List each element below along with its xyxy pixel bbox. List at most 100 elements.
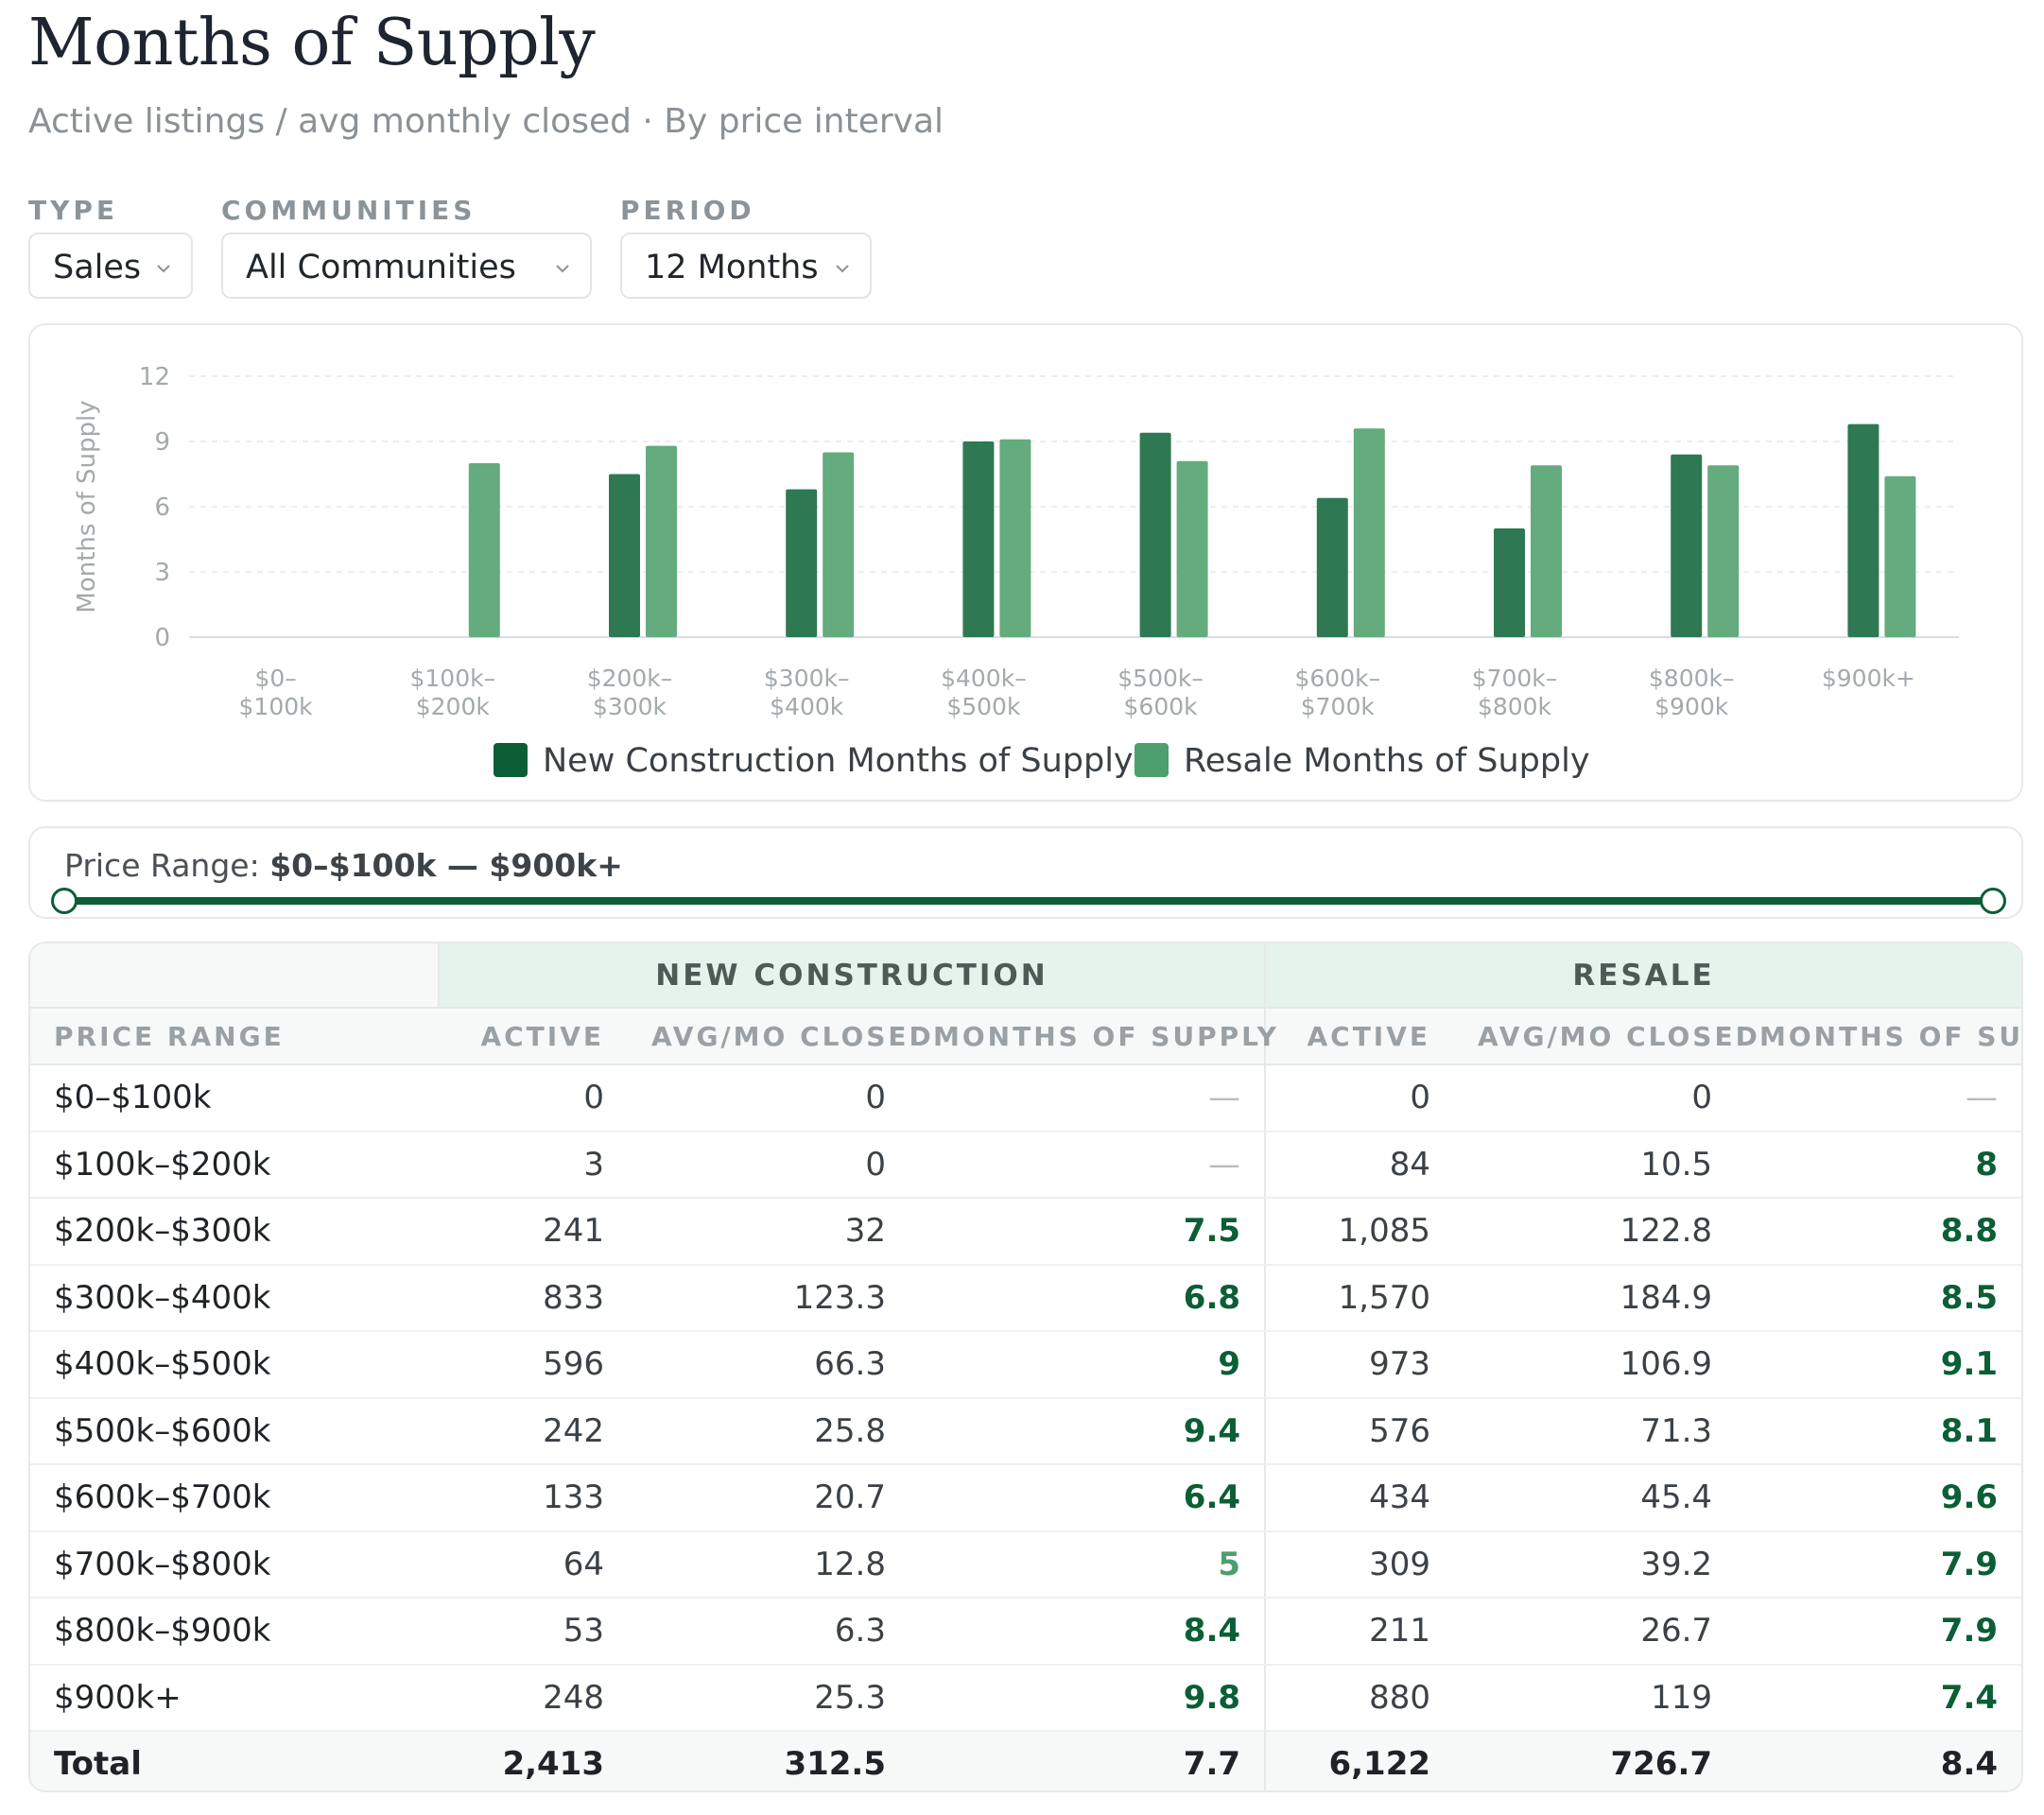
cell-nc-months-of-supply: 9.8 (909, 1664, 1266, 1732)
x-tick-label: $900k (1654, 693, 1729, 720)
cell-nc-avg-closed: 12.8 (628, 1530, 909, 1599)
cell-nc-avg-closed: 123.3 (628, 1264, 909, 1332)
bar-new-construction (1671, 454, 1703, 637)
cell-resale-months-of-supply: 8.8 (1736, 1198, 2021, 1266)
months-of-supply-table-card: NEW CONSTRUCTION RESALE PRICE RANGE ACTI… (28, 942, 2023, 1792)
x-tick-label: $500k (946, 693, 1021, 720)
price-range-label: Price Range: $0–$100k — $900k+ (64, 847, 623, 884)
cell-nc-active: 3 (439, 1131, 628, 1199)
column-header-resale-months-of-supply[interactable]: MONTHS OF SUPPLY (1736, 1007, 2021, 1065)
cell-nc-avg-closed: 0 (628, 1064, 909, 1132)
type-select[interactable]: Sales (28, 233, 193, 299)
cell-resale-months-of-supply: 8.4 (1736, 1731, 2021, 1790)
price-range-label-text: Price Range: (64, 847, 270, 884)
months-of-supply-table: NEW CONSTRUCTION RESALE PRICE RANGE ACTI… (30, 943, 2021, 1790)
cell-price-range: $100k–$200k (30, 1131, 439, 1199)
cell-price-range: $400k–$500k (30, 1331, 439, 1399)
cell-resale-avg-closed: 39.2 (1454, 1530, 1737, 1599)
x-tick-label: $700k– (1472, 665, 1558, 692)
cell-resale-avg-closed: 71.3 (1454, 1397, 1737, 1465)
communities-select[interactable]: All Communities (221, 233, 592, 299)
legend-swatch (1135, 743, 1169, 777)
legend-label-resale: Resale Months of Supply (1184, 742, 1590, 780)
bar-new-construction (1316, 497, 1348, 637)
bar-resale (823, 452, 855, 637)
group-header-empty (30, 943, 439, 1008)
table-row: $400k–$500k 596 66.3 9 973 106.9 9.1 (30, 1331, 2021, 1399)
table-row: $100k–$200k 3 0—84 10.5 8 (30, 1131, 2021, 1199)
cell-resale-avg-closed: 106.9 (1454, 1331, 1737, 1399)
price-range-min-handle[interactable] (51, 888, 78, 914)
cell-resale-active: 880 (1264, 1664, 1455, 1732)
table-row: $600k–$700k 133 20.7 6.4 434 45.4 9.6 (30, 1464, 2021, 1532)
price-range-slider-card: Price Range: $0–$100k — $900k+ (28, 826, 2023, 919)
cell-resale-months-of-supply: 8.5 (1736, 1264, 2021, 1332)
x-tick-label: $700k (1301, 693, 1376, 720)
cell-nc-months-of-supply: 7.7 (909, 1731, 1266, 1790)
y-tick-label: 9 (154, 428, 170, 457)
column-header-nc-active[interactable]: ACTIVE (439, 1007, 628, 1065)
cell-nc-avg-closed: 0 (628, 1131, 909, 1199)
price-range-track[interactable] (64, 897, 1993, 905)
x-tick-label: $200k (416, 693, 491, 720)
communities-filter-label: COMMUNITIES (221, 195, 476, 226)
bar-new-construction (786, 489, 818, 637)
cell-nc-active: 596 (439, 1331, 628, 1399)
bar-new-construction (1847, 424, 1879, 637)
cell-resale-active: 309 (1264, 1530, 1455, 1599)
cell-price-range: $300k–$400k (30, 1264, 439, 1332)
x-tick-label: $200k– (587, 665, 673, 692)
table-row: $0–$100k 0 0—0 0— (30, 1064, 2021, 1132)
x-tick-label: $100k– (409, 665, 495, 692)
page-title: Months of Supply (28, 6, 596, 80)
cell-resale-active: 1,085 (1264, 1198, 1455, 1266)
bar-new-construction (1139, 432, 1171, 637)
column-header-nc-months-of-supply[interactable]: MONTHS OF SUPPLY (909, 1007, 1276, 1065)
bar-resale (646, 445, 677, 637)
x-tick-label: $900k+ (1822, 665, 1915, 692)
x-tick-label: $100k (239, 693, 314, 720)
cell-price-range: $600k–$700k (30, 1464, 439, 1532)
cell-nc-months-of-supply: 6.8 (909, 1264, 1266, 1332)
cell-resale-avg-closed: 45.4 (1454, 1464, 1737, 1532)
cell-resale-months-of-supply: 9.6 (1736, 1464, 2021, 1532)
y-tick-label: 12 (139, 363, 170, 391)
cell-price-range: $700k–$800k (30, 1530, 439, 1599)
cell-price-range: $500k–$600k (30, 1397, 439, 1465)
cell-price-range: $800k–$900k (30, 1598, 439, 1666)
table-row: $500k–$600k 242 25.8 9.4 576 71.3 8.1 (30, 1397, 2021, 1465)
type-select-value: Sales (53, 249, 142, 286)
table-row: $700k–$800k 64 12.8 5 309 39.2 7.9 (30, 1530, 2021, 1599)
cell-price-range: $0–$100k (30, 1064, 439, 1132)
cell-price-range: $200k–$300k (30, 1198, 439, 1266)
cell-resale-avg-closed: 10.5 (1454, 1131, 1737, 1199)
cell-nc-months-of-supply: — (909, 1064, 1266, 1132)
column-header-nc-avg-closed[interactable]: AVG/MO CLOSED (628, 1007, 931, 1065)
chevron-down-icon (556, 265, 569, 273)
bar-resale (1884, 475, 1916, 637)
x-tick-label: $600k (1124, 693, 1199, 720)
chevron-down-icon (836, 265, 849, 273)
cell-nc-months-of-supply: 5 (909, 1530, 1266, 1599)
y-axis-label: Months of Supply (73, 400, 101, 613)
y-tick-label: 0 (154, 624, 170, 652)
cell-resale-months-of-supply: 9.1 (1736, 1331, 2021, 1399)
cell-resale-active: 211 (1264, 1598, 1455, 1666)
legend-label-new-construction: New Construction Months of Supply (543, 742, 1134, 780)
column-header-resale-active[interactable]: ACTIVE (1264, 1007, 1455, 1065)
column-header-price-range[interactable]: PRICE RANGE (30, 1007, 439, 1065)
cell-nc-active: 833 (439, 1264, 628, 1332)
period-select[interactable]: 12 Months (620, 233, 872, 299)
cell-nc-months-of-supply: 6.4 (909, 1464, 1266, 1532)
bar-new-construction (962, 441, 995, 637)
cell-nc-avg-closed: 312.5 (628, 1731, 909, 1790)
type-filter-label: TYPE (28, 195, 119, 226)
x-tick-label: $300k– (764, 665, 850, 692)
bar-new-construction (609, 474, 640, 637)
column-header-resale-avg-closed[interactable]: AVG/MO CLOSED (1454, 1007, 1758, 1065)
period-select-value: 12 Months (645, 249, 819, 286)
cell-resale-avg-closed: 0 (1454, 1064, 1737, 1132)
price-range-max-handle[interactable] (1980, 888, 2006, 914)
bar-resale (1707, 465, 1740, 637)
cell-resale-avg-closed: 26.7 (1454, 1598, 1737, 1666)
